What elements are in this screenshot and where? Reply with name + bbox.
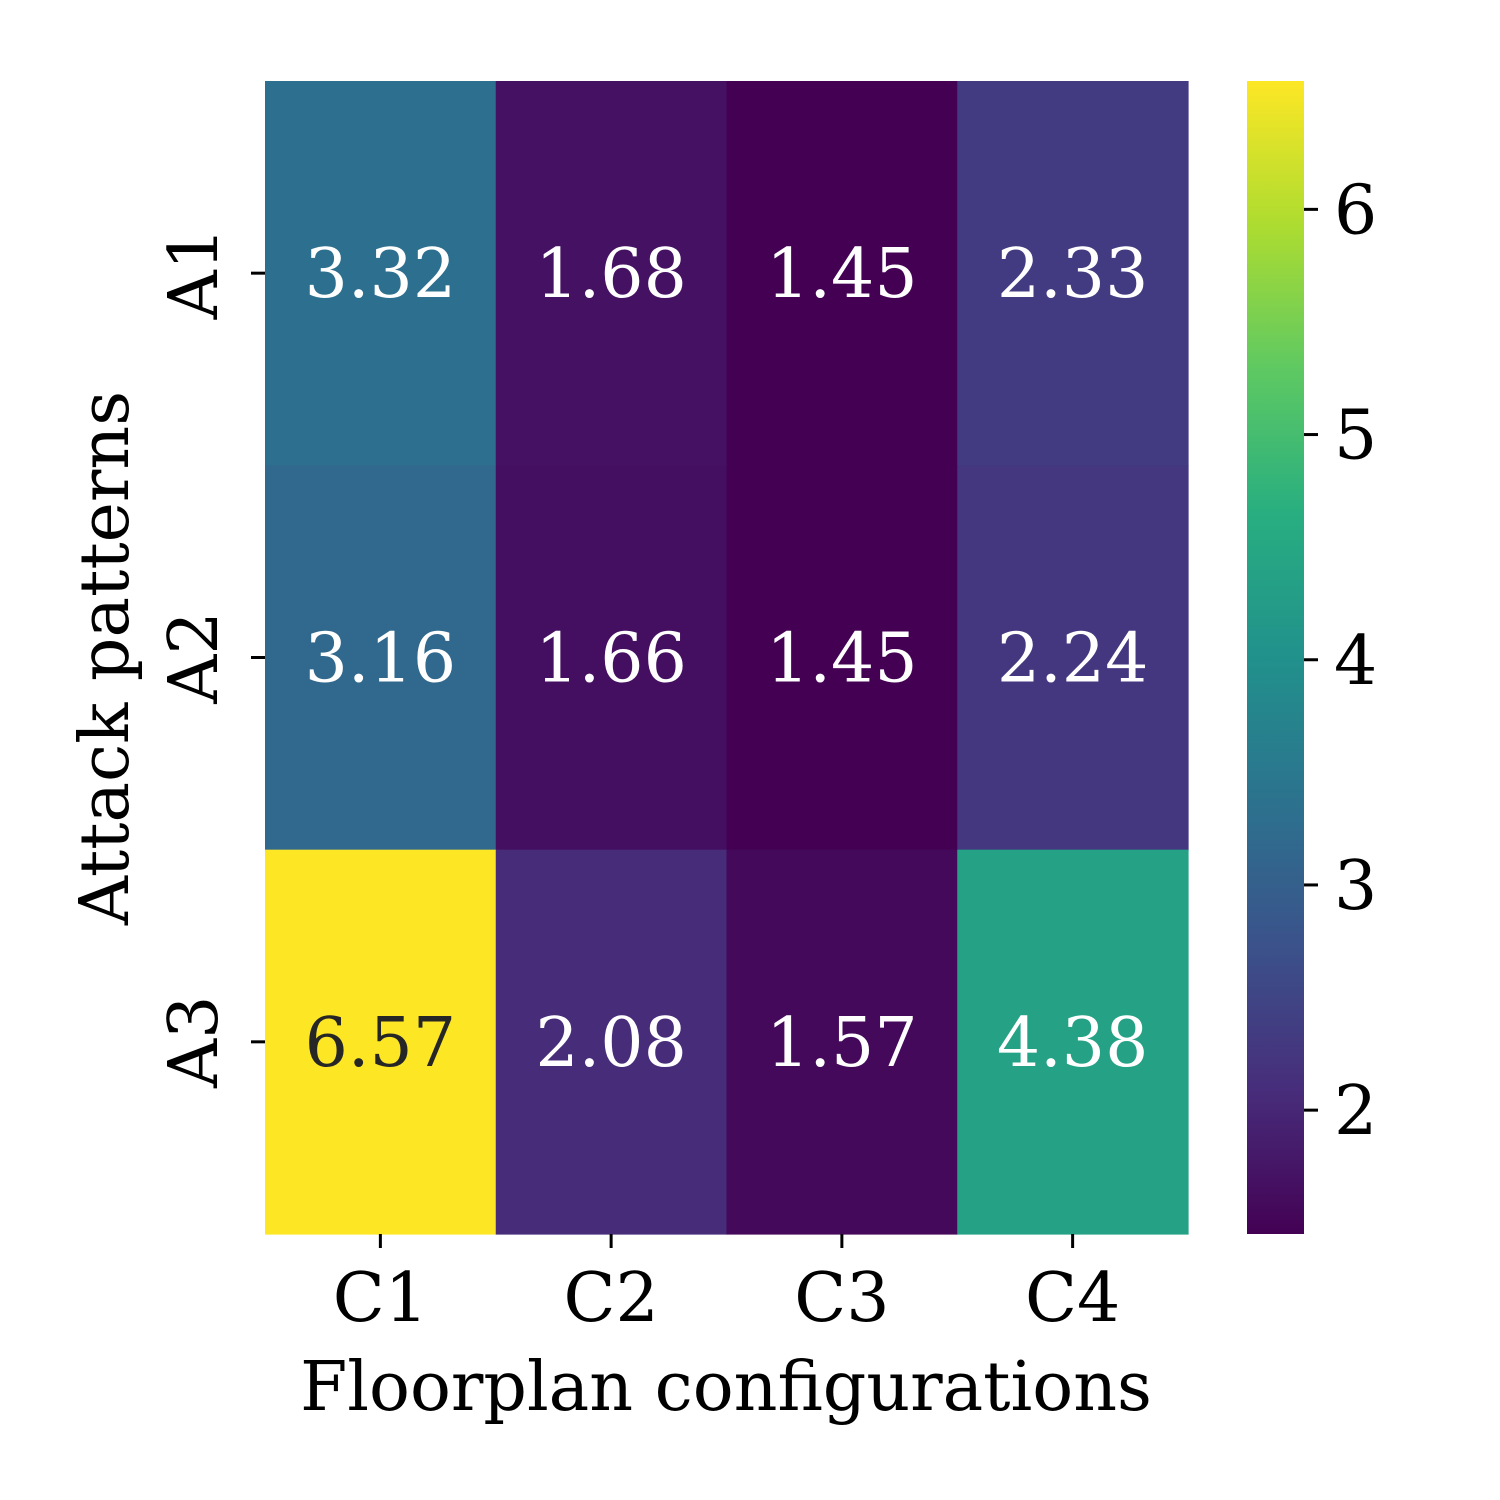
y-axis: A1 A2 A3	[155, 227, 265, 1089]
colorbar-gradient	[1247, 81, 1304, 1234]
cell-value-label: 2.08	[535, 1004, 686, 1083]
y-tick-label: A3	[155, 996, 234, 1089]
x-tick-label: C2	[563, 1259, 658, 1338]
y-tick-label: A1	[155, 227, 234, 320]
heatmap-cell-a2-c2	[495, 465, 728, 851]
heatmap-cell-a1-c2	[495, 81, 728, 466]
colorbar-tick-label: 6	[1334, 171, 1377, 250]
cell-value-label: 1.45	[766, 620, 917, 699]
x-tick-label: C1	[333, 1259, 428, 1338]
cell-value-label: 1.66	[535, 620, 686, 699]
heatmap-cells: 3.32 1.68 1.45 2.33 3.16 1.66 1.45 2.24 6.57 2.08…	[265, 81, 1189, 1235]
x-tick-label: C4	[1025, 1259, 1120, 1338]
colorbar-tick-label: 3	[1334, 847, 1377, 926]
colorbar-tick-label: 5	[1334, 397, 1377, 476]
heatmap-cell-a1-c1	[265, 81, 497, 466]
cell-value-label: 3.32	[305, 235, 456, 314]
cell-value-label: 2.24	[997, 620, 1148, 699]
cell-value-label: 1.68	[535, 235, 686, 314]
cell-value-label: 1.45	[766, 235, 917, 314]
x-axis-label: Floorplan configurations	[300, 1348, 1152, 1427]
heatmap-cell-a2-c4	[957, 465, 1189, 851]
heatmap-cell-a3-c4	[957, 849, 1189, 1235]
cell-value-label: 4.38	[997, 1004, 1148, 1083]
heatmap-cell-a1-c3	[726, 81, 958, 466]
colorbar-tick-label: 2	[1334, 1072, 1377, 1151]
cell-value-label: 1.57	[766, 1004, 917, 1083]
heatmap-cell-a2-c1	[265, 465, 497, 851]
cell-value-label: 3.16	[305, 620, 456, 699]
heatmap-cell-a3-c1	[265, 849, 497, 1235]
x-tick-label: C3	[794, 1259, 889, 1338]
heatmap-cell-a2-c3	[726, 465, 958, 851]
heatmap-cell-a3-c2	[495, 849, 728, 1235]
y-tick-label: A2	[155, 611, 234, 704]
cell-value-label: 6.57	[305, 1004, 456, 1083]
cell-value-label: 2.33	[997, 235, 1148, 314]
y-axis-label: Attack patterns	[66, 391, 145, 926]
heatmap-cell-a3-c3	[726, 849, 958, 1235]
colorbar-tick-label: 4	[1334, 622, 1377, 701]
colorbar: 2 3 4 5 6	[1247, 81, 1377, 1234]
heatmap-cell-a1-c4	[957, 81, 1189, 466]
x-axis: C1 C2 C3 C4	[333, 1234, 1120, 1338]
